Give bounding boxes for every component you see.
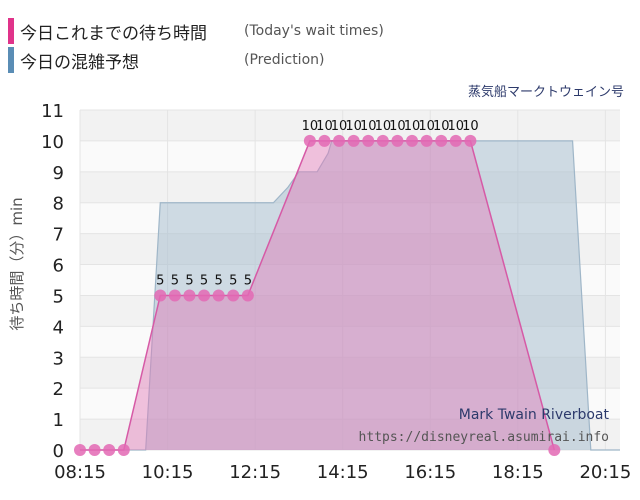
- today-point: [435, 134, 448, 147]
- y-tick-label: 10: [41, 132, 64, 153]
- attraction-name: 蒸気船マークトウェイン号: [467, 85, 624, 100]
- x-tick-label: 20:15: [579, 462, 631, 483]
- y-tick-label: 8: [53, 194, 64, 215]
- today-point: [117, 444, 130, 456]
- x-tick-label: 14:15: [317, 462, 369, 483]
- x-axis-ticks: 08:15 10:15 12:15 14:15 16:15 18:15 20:15: [54, 462, 631, 483]
- data-label: 5: [156, 273, 164, 288]
- today-point: [347, 134, 360, 147]
- data-label: 10: [389, 119, 406, 134]
- data-label: 5: [185, 273, 193, 288]
- today-area: [80, 140, 555, 450]
- y-tick-label: 4: [53, 317, 64, 338]
- today-point: [449, 134, 462, 147]
- data-label: 10: [448, 119, 465, 134]
- data-label: 10: [345, 119, 362, 134]
- legend-prediction-sublabel: (Prediction): [244, 52, 325, 68]
- data-label: 10: [375, 119, 392, 134]
- data-label: 10: [302, 119, 319, 134]
- today-point: [103, 444, 116, 456]
- x-tick-label: 12:15: [229, 462, 281, 483]
- today-point: [198, 289, 211, 302]
- data-label: 10: [433, 119, 450, 134]
- today-point: [303, 134, 316, 147]
- today-point: [376, 134, 389, 147]
- data-label: 10: [331, 119, 348, 134]
- grid-band: [80, 110, 620, 141]
- data-label: 5: [171, 273, 179, 288]
- data-label: 10: [462, 119, 479, 134]
- today-point: [464, 134, 477, 147]
- x-tick-label: 18:15: [492, 462, 544, 483]
- today-point: [362, 134, 375, 147]
- y-tick-label: 2: [53, 379, 64, 400]
- today-point: [391, 134, 404, 147]
- data-label: 5: [200, 273, 208, 288]
- x-tick-label: 08:15: [54, 462, 106, 483]
- today-point: [212, 289, 225, 302]
- y-tick-label: 6: [53, 256, 64, 277]
- prediction-line: [80, 140, 620, 451]
- y-tick-label: 7: [53, 225, 64, 246]
- today-point: [154, 289, 167, 302]
- legend-prediction-swatch: [8, 47, 14, 73]
- today-point: [333, 134, 346, 147]
- y-tick-label: 0: [53, 441, 64, 462]
- legend-prediction-label: 今日の混雑予想: [20, 52, 139, 73]
- legend-today-swatch: [8, 18, 14, 44]
- today-point: [74, 444, 86, 456]
- data-label: 10: [316, 119, 333, 134]
- watermark-name: Mark Twain Riverboat: [459, 407, 610, 423]
- data-label: 10: [418, 119, 435, 134]
- y-tick-label: 1: [53, 410, 64, 431]
- y-tick-label: 5: [53, 286, 64, 307]
- x-tick-label: 16:15: [404, 462, 456, 483]
- data-label: 5: [215, 273, 223, 288]
- y-tick-label: 9: [53, 163, 64, 184]
- today-point: [406, 134, 419, 147]
- data-label: 10: [404, 119, 421, 134]
- legend-today: 今日これまでの待ち時間 (Today's wait times): [8, 18, 384, 44]
- today-point: [241, 289, 254, 302]
- legend-today-label: 今日これまでの待ち時間: [20, 23, 207, 44]
- y-tick-label: 3: [53, 348, 64, 369]
- legend-today-sublabel: (Today's wait times): [244, 23, 384, 39]
- x-tick-label: 10:15: [142, 462, 194, 483]
- today-point: [548, 444, 561, 456]
- y-tick-label: 11: [41, 101, 64, 122]
- today-point: [318, 134, 331, 147]
- legend-prediction: 今日の混雑予想 (Prediction): [8, 47, 324, 73]
- today-point: [227, 289, 240, 302]
- y-axis-ticks: 0 1 2 3 4 5 6 7 8 9 10 11: [41, 101, 64, 462]
- today-point: [88, 444, 101, 456]
- today-point: [183, 289, 196, 302]
- watermark-url: https://disneyreal.asumirai.info: [359, 430, 609, 445]
- data-label: 5: [244, 273, 252, 288]
- today-point: [168, 289, 181, 302]
- data-label: 5: [229, 273, 237, 288]
- data-label: 10: [360, 119, 377, 134]
- prediction-series: [80, 140, 620, 451]
- y-axis-label: 待ち時間（分）min: [8, 197, 26, 330]
- today-point: [420, 134, 433, 147]
- prediction-area: [80, 140, 620, 450]
